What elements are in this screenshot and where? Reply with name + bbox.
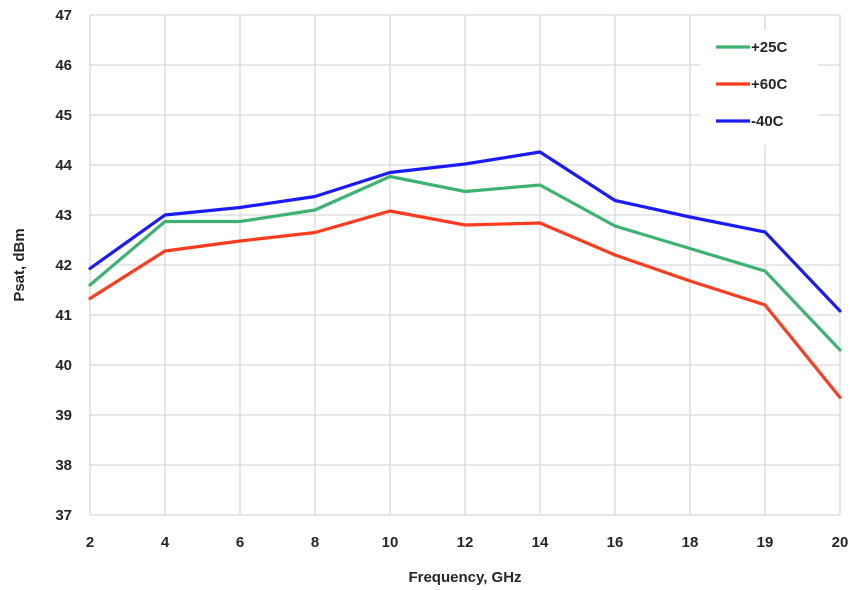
- y-tick-label: 45: [55, 107, 72, 124]
- series-lines: [88, 150, 842, 400]
- y-axis-ticks: 37 38 39 40 41 42 43 44 45 46 47: [55, 7, 72, 524]
- y-axis-title: Psat, dBm: [11, 228, 28, 301]
- y-tick-label: 44: [55, 157, 72, 174]
- legend-label: -40C: [751, 113, 784, 130]
- x-axis-ticks: 2 4 6 8 10 12 14 16 18 19 20: [86, 534, 849, 551]
- y-tick-label: 43: [55, 207, 72, 224]
- y-tick-label: 38: [55, 457, 72, 474]
- x-tick-label: 12: [457, 534, 474, 551]
- x-tick-label: 19: [757, 534, 774, 551]
- y-tick-label: 41: [55, 307, 72, 324]
- legend: +25C +60C -40C: [700, 30, 818, 145]
- y-tick-label: 39: [55, 407, 72, 424]
- y-tick-label: 46: [55, 57, 72, 74]
- legend-background: [700, 30, 818, 145]
- legend-label: +60C: [751, 76, 787, 93]
- y-tick-label: 40: [55, 357, 72, 374]
- y-tick-label: 42: [55, 257, 72, 274]
- x-tick-label: 18: [682, 534, 699, 551]
- y-tick-label: 37: [55, 507, 72, 524]
- x-tick-label: 4: [161, 534, 170, 551]
- legend-label: +25C: [751, 39, 787, 56]
- y-tick-label: 47: [55, 7, 72, 24]
- x-tick-label: 8: [311, 534, 319, 551]
- x-axis-title: Frequency, GHz: [408, 569, 521, 586]
- x-tick-label: 14: [532, 534, 549, 551]
- series-line-25c: [88, 174, 842, 352]
- x-tick-label: 6: [236, 534, 244, 551]
- series-line-60c: [88, 209, 842, 400]
- x-tick-label: 2: [86, 534, 94, 551]
- x-tick-label: 20: [832, 534, 849, 551]
- x-tick-label: 16: [607, 534, 624, 551]
- series-line-40c: [88, 150, 842, 313]
- x-tick-label: 10: [382, 534, 399, 551]
